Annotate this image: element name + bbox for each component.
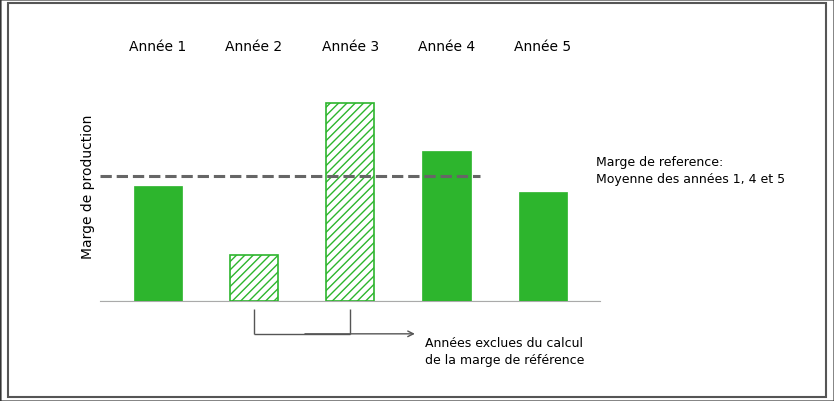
Text: Année 2: Année 2 (225, 40, 283, 54)
Text: Année 5: Année 5 (515, 40, 571, 54)
Bar (230, 255, 278, 301)
Text: Marge de reference:
Moyenne des années 1, 4 et 5: Marge de reference: Moyenne des années 1… (595, 156, 785, 186)
Bar (423, 151, 470, 301)
Bar (519, 193, 567, 301)
Y-axis label: Marge de production: Marge de production (81, 114, 94, 259)
Text: Années exclues du calcul
de la marge de référence: Années exclues du calcul de la marge de … (425, 336, 585, 366)
Bar (133, 186, 182, 301)
Bar (326, 103, 374, 301)
Text: Année 4: Année 4 (418, 40, 475, 54)
Text: Année 3: Année 3 (322, 40, 379, 54)
Text: Année 1: Année 1 (129, 40, 187, 54)
